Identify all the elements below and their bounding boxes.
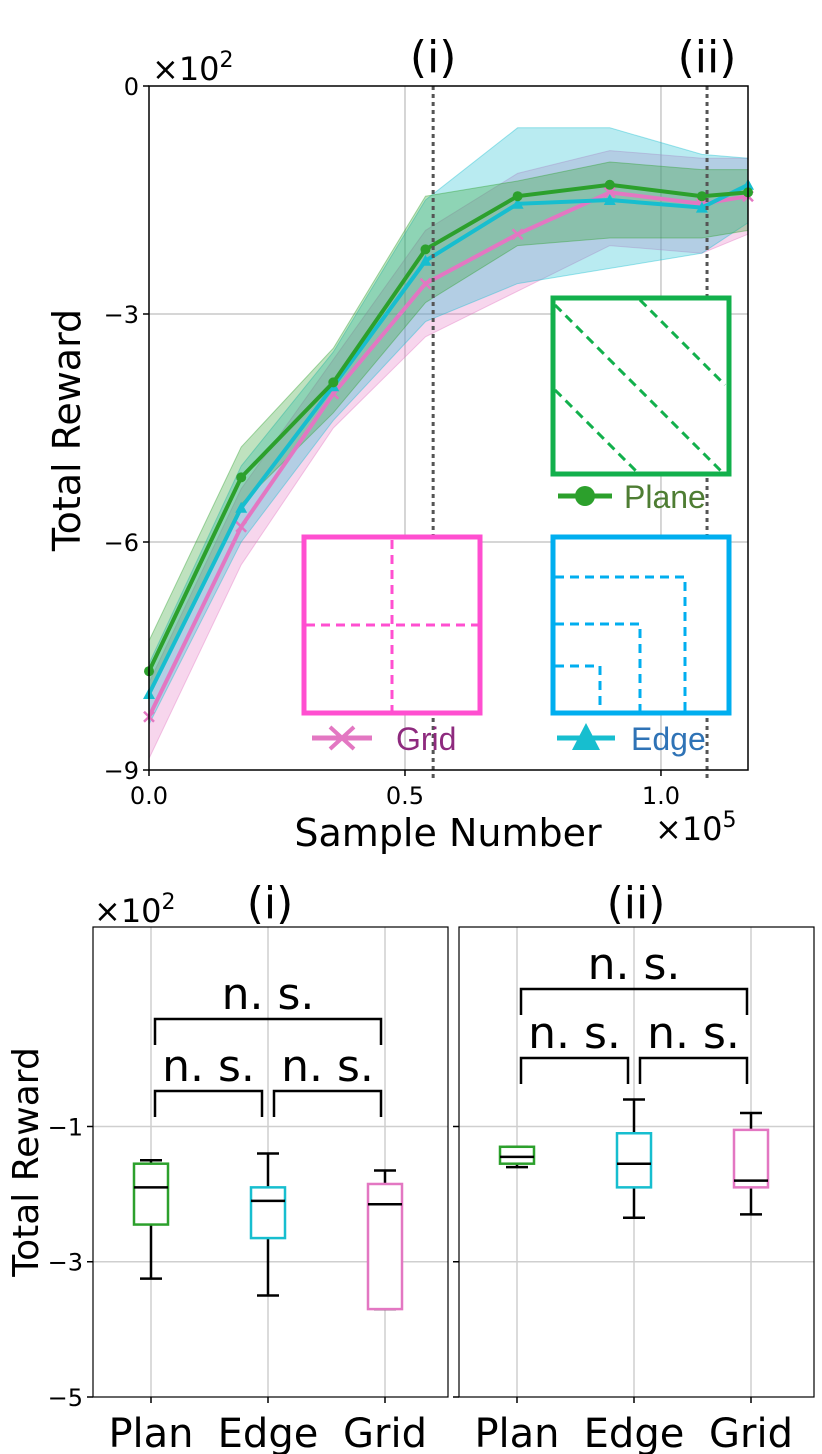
x-multiplier-base: ×10: [655, 810, 723, 848]
significance-label: n. s.: [162, 1041, 255, 1092]
y-axis-label: Total Reward: [45, 309, 89, 552]
significance-label: n. s.: [588, 939, 681, 990]
box-panel-ii: n. s. n. s. n. s. Plan Edge Grid (ii): [453, 878, 815, 1454]
panel-i-y-multiplier: ×102: [94, 890, 176, 930]
line-grid: [147, 190, 749, 718]
edge-icon: [550, 534, 732, 716]
significance-bracket: [638, 1056, 749, 1084]
significance-bracket: [519, 1056, 630, 1084]
grid-pattern: [306, 540, 478, 711]
y-multiplier-exp: 2: [220, 48, 234, 73]
series-lines: [143, 178, 754, 723]
point-grid: [235, 520, 248, 533]
category-label: Plan: [474, 1411, 559, 1454]
plane-pattern: [553, 298, 727, 477]
y-tick-label: −9: [104, 757, 139, 785]
y-tick-label: −5: [48, 1384, 83, 1412]
point-plane: [696, 191, 707, 202]
panel-i-y-multiplier-base: ×10: [94, 892, 162, 930]
box-edge: [615, 1132, 653, 1189]
line-plane: [147, 182, 749, 673]
significance-bracket: [153, 1089, 264, 1117]
point-grid: [419, 277, 432, 290]
grid-legend-marker: [328, 725, 356, 751]
panel-ii-ticks: Plan Edge Grid: [453, 1125, 793, 1454]
panel-i-y-axis-label: Total Reward: [6, 1047, 47, 1278]
legend-label-plane: Plane: [624, 479, 706, 515]
top-ticks: 0.0 0.5 1.0 0 −3 −6 −9: [104, 73, 680, 810]
vline-label: (ii): [678, 32, 737, 83]
point-plane: [512, 191, 523, 202]
point-grid: [511, 228, 524, 241]
y-multiplier-base: ×10: [152, 50, 220, 88]
point-plane: [236, 472, 247, 483]
x-tick-label: 1.0: [642, 782, 680, 810]
edge-pattern: [555, 575, 687, 711]
box-plan: [132, 1162, 170, 1226]
y-tick-label: −3: [104, 301, 139, 329]
legend: Plane Grid: [301, 295, 732, 757]
point-grid: [603, 186, 616, 199]
y-tick-label: −1: [48, 1113, 83, 1141]
panel-i-ticks: Plan Edge Grid −1 −3 −5: [48, 1113, 427, 1454]
line-edge: [147, 183, 749, 695]
panel-ii-boxes: [498, 1098, 770, 1220]
category-label: Edge: [584, 1411, 685, 1454]
category-label: Edge: [218, 1411, 319, 1454]
significance-label: n. s.: [222, 969, 315, 1020]
legend-plane: Plane: [550, 295, 732, 515]
significance-bracket: [153, 1017, 383, 1045]
x-multiplier: ×105: [655, 808, 737, 848]
panel-i-frame: [92, 926, 449, 1398]
point-edge: [235, 501, 248, 513]
legend-label-grid: Grid: [396, 721, 456, 757]
box-grid: [732, 1128, 770, 1189]
panel-i-y-multiplier-exp: 2: [162, 890, 176, 915]
panel-ii-frame: [458, 926, 815, 1398]
x-multiplier-exp: 5: [723, 808, 737, 833]
category-label: Grid: [343, 1411, 427, 1454]
y-multiplier: ×102: [152, 48, 234, 88]
top-plot-frame: [148, 85, 749, 771]
box-grid: [366, 1182, 404, 1311]
legend-grid: Grid: [301, 534, 483, 757]
plane-legend-marker: [575, 486, 595, 506]
legend-edge: Edge: [550, 534, 732, 757]
line-chart: (i) (ii) 0.0 0.5 1.0 0 −3 −6 −9 Sample Number T…: [45, 32, 754, 855]
point-edge: [603, 194, 616, 205]
vline-label: (i): [410, 32, 457, 83]
box-panel-i: n. s. n. s. n. s. Plan Edge Grid −1 −3 −5 (i) ×…: [6, 878, 449, 1454]
panel-i-boxes: [132, 1152, 404, 1311]
panel-i-title: (i): [247, 878, 294, 929]
significance-label: n. s.: [528, 1008, 621, 1059]
significance-label: n. s.: [281, 1041, 374, 1092]
point-edge: [419, 254, 432, 266]
box-edge: [249, 1186, 287, 1240]
category-label: Plan: [108, 1411, 193, 1454]
y-tick-label: −3: [48, 1249, 83, 1277]
panel-ii-annotations: n. s. n. s. n. s.: [519, 939, 749, 1084]
x-tick-label: 0.0: [130, 782, 168, 810]
grid-icon: [301, 534, 483, 716]
y-tick-label: −6: [104, 529, 139, 557]
panel-i-annotations: n. s. n. s. n. s.: [153, 969, 383, 1117]
panel-ii-title: (ii): [607, 878, 666, 929]
plane-icon: [550, 295, 732, 477]
significance-bracket: [272, 1089, 383, 1117]
point-plane: [328, 377, 339, 388]
point-edge: [511, 197, 524, 209]
point-plane: [604, 179, 615, 190]
category-label: Grid: [709, 1411, 793, 1454]
legend-label-edge: Edge: [631, 721, 706, 757]
point-edge: [695, 201, 708, 213]
edge-legend-marker: [572, 723, 600, 750]
y-tick-label: 0: [124, 73, 139, 101]
significance-bracket: [519, 987, 749, 1015]
significance-label: n. s.: [647, 1008, 740, 1059]
point-plane: [420, 244, 431, 255]
box-plan: [498, 1145, 536, 1165]
x-axis-label: Sample Number: [294, 811, 602, 855]
x-tick-label: 0.5: [386, 782, 424, 810]
